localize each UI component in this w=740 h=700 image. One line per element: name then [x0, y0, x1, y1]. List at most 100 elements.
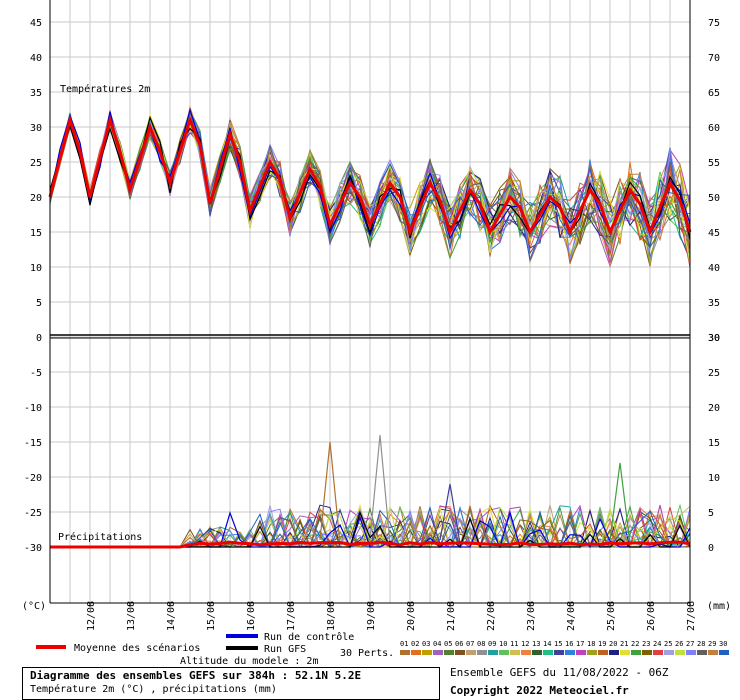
precip-tick-right: 25: [708, 368, 720, 379]
member-swatch: [686, 650, 696, 655]
temp-tick-right: 65: [708, 88, 720, 99]
date-label: 27/08: [686, 601, 697, 631]
member-number: 24: [653, 640, 661, 648]
member-number: 19: [598, 640, 606, 648]
member-number: 11: [510, 640, 518, 648]
member-number: 30: [719, 640, 727, 648]
member-swatch: [631, 650, 641, 655]
member-swatch: [719, 650, 729, 655]
temp-tick-right: 50: [708, 193, 720, 204]
date-label: 25/08: [606, 601, 617, 631]
member-swatch: [433, 650, 443, 655]
precip-tick-left: -5: [30, 368, 42, 379]
member-number: 28: [697, 640, 705, 648]
member-swatch: [521, 650, 531, 655]
date-label: 18/08: [326, 601, 337, 631]
temperature-panel-title: Températures 2m: [60, 83, 150, 95]
member-number: 26: [675, 640, 683, 648]
chart-legend: Moyenne des scénarios Run de contrôleRun …: [36, 631, 729, 667]
precip-peak: [369, 434, 391, 544]
member-swatch: [565, 650, 575, 655]
footer-title: Diagramme des ensembles GEFS sur 384h : …: [30, 669, 362, 682]
temp-tick-right: 45: [708, 228, 720, 239]
precip-tick-left: -30: [24, 543, 42, 554]
member-swatch: [400, 650, 410, 655]
precip-tick-left: -10: [24, 403, 42, 414]
member-swatch: [543, 650, 553, 655]
member-swatch: [587, 650, 597, 655]
temp-tick-right: 75: [708, 18, 720, 29]
precipitation-panel-title: Précipitations: [58, 531, 142, 543]
member-swatch: [488, 650, 498, 655]
precip-tick-left: -25: [24, 508, 42, 519]
mean-legend-label: Moyenne des scénarios: [74, 642, 200, 654]
temp-tick-left: 40: [30, 53, 42, 64]
member-swatch: [466, 650, 476, 655]
date-label: 22/08: [486, 601, 497, 631]
footer-copyright: Copyright 2022 Meteociel.fr: [450, 684, 629, 697]
precip-tick-right: 0: [708, 543, 714, 554]
temp-tick-right: 35: [708, 298, 720, 309]
precipitation-series: [50, 434, 691, 549]
member-number: 20: [609, 640, 617, 648]
member-swatch: [455, 650, 465, 655]
member-number: 15: [554, 640, 562, 648]
member-swatch: [411, 650, 421, 655]
date-label: 16/08: [246, 601, 257, 631]
temp-tick-left: 15: [30, 228, 42, 239]
member-number: 02: [411, 640, 419, 648]
precip-peak: [319, 441, 341, 544]
member-number: 21: [620, 640, 628, 648]
footer-subtitle: Température 2m (°C) , précipitations (mm…: [30, 684, 277, 695]
member-number: 22: [631, 640, 639, 648]
control-legend-label: Run de contrôle: [264, 631, 354, 643]
date-label: 13/08: [126, 601, 137, 631]
member-swatch: [554, 650, 564, 655]
precip-tick-right: 20: [708, 403, 720, 414]
temp-tick-left: 35: [30, 88, 42, 99]
temperature-series: [48, 104, 692, 268]
member-swatch: [532, 650, 542, 655]
date-label: 17/08: [286, 601, 297, 631]
member-swatch: [620, 650, 630, 655]
member-number: 07: [466, 640, 474, 648]
member-number: 10: [499, 640, 507, 648]
temp-tick-left: 20: [30, 193, 42, 204]
temp-tick-left: 45: [30, 18, 42, 29]
member-number: 09: [488, 640, 496, 648]
member-number: 14: [543, 640, 551, 648]
temp-tick-left: 0: [36, 333, 42, 344]
member-number: 04: [433, 640, 441, 648]
member-number: 01: [400, 640, 408, 648]
mean-precip-line: [50, 540, 691, 549]
temp-tick-right: 30: [708, 333, 720, 344]
member-swatch: [510, 650, 520, 655]
member-swatch: [697, 650, 707, 655]
precip-tick-right: 5: [708, 508, 714, 519]
precip-tick-left: -20: [24, 473, 42, 484]
member-number: 05: [444, 640, 452, 648]
date-label: 23/08: [526, 601, 537, 631]
member-number: 12: [521, 640, 529, 648]
chart-axes: [49, 0, 691, 607]
member-number: 23: [642, 640, 650, 648]
date-label: 20/08: [406, 601, 417, 631]
member-swatch: [675, 650, 685, 655]
temp-tick-left: 5: [36, 298, 42, 309]
temp-tick-right: 70: [708, 53, 720, 64]
temp-tick-left: 10: [30, 263, 42, 274]
date-label: 15/08: [206, 601, 217, 631]
perts-label: 30 Perts.: [340, 648, 394, 659]
date-label: 14/08: [166, 601, 177, 631]
temp-tick-left: 30: [30, 123, 42, 134]
member-number: 27: [686, 640, 694, 648]
member-swatch: [642, 650, 652, 655]
precip-tick-left: -15: [24, 438, 42, 449]
temp-tick-left: 25: [30, 158, 42, 169]
date-label: 12/08: [86, 601, 97, 631]
altitude-label: Altitude du modele : 2m: [180, 656, 318, 667]
member-swatch: [499, 650, 509, 655]
date-label: 26/08: [646, 601, 657, 631]
date-label: 24/08: [566, 601, 577, 631]
